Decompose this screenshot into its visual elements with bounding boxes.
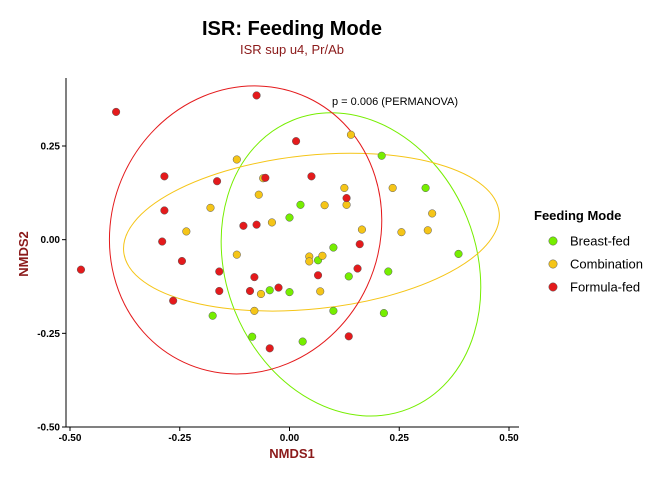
data-point-combination (267, 218, 276, 227)
data-point-combination (346, 130, 356, 139)
x-tick-label: -0.50 (59, 433, 82, 444)
data-point-formula-fed (160, 206, 169, 215)
data-point-breast-fed (344, 272, 353, 281)
data-point-combination (250, 306, 259, 315)
data-point-formula-fed (252, 220, 261, 229)
x-tick-label: 0.50 (499, 433, 519, 444)
data-point-combination (232, 155, 241, 164)
x-tick-label: 0.00 (280, 433, 300, 444)
data-point-formula-fed (313, 271, 323, 280)
data-point-combination (428, 209, 437, 218)
data-point-combination (397, 228, 406, 237)
legend: Breast-fed Combination Formula-fed (548, 234, 643, 295)
data-point-formula-fed (344, 332, 353, 341)
legend-label-breast-fed: Breast-fed (570, 234, 630, 249)
permanova-annotation: p = 0.006 (PERMANOVA) (332, 96, 458, 108)
data-point-combination (320, 201, 329, 210)
data-point-breast-fed (248, 332, 257, 341)
data-point-formula-fed (160, 172, 169, 181)
data-point-combination (340, 183, 349, 193)
legend-label-combination: Combination (570, 257, 643, 272)
data-point-formula-fed (215, 286, 224, 296)
data-point-formula-fed (76, 265, 86, 274)
data-point-breast-fed (329, 306, 338, 315)
legend-key-breast-fed (548, 236, 558, 246)
data-point-breast-fed (298, 337, 307, 346)
data-point-formula-fed (169, 296, 178, 305)
data-point-formula-fed (158, 237, 167, 246)
data-point-breast-fed (384, 267, 393, 276)
data-point-combination (316, 287, 325, 296)
x-tick-label: -0.25 (168, 433, 191, 444)
data-point-formula-fed (265, 344, 274, 353)
chart-subtitle: ISR sup u4, Pr/Ab (240, 42, 344, 57)
x-tick-label: 0.25 (390, 433, 410, 444)
data-point-formula-fed (355, 240, 364, 249)
data-point-breast-fed (208, 311, 217, 320)
legend-key-formula-fed (548, 282, 558, 292)
data-point-combination (388, 183, 397, 193)
data-point-breast-fed (379, 309, 388, 318)
data-point-combination (423, 226, 432, 235)
data-point-breast-fed (296, 200, 305, 209)
y-tick-label: -0.50 (37, 423, 60, 434)
data-point-breast-fed (285, 288, 294, 297)
data-point-formula-fed (353, 264, 362, 273)
data-point-breast-fed (329, 243, 338, 252)
data-point-formula-fed (177, 256, 186, 266)
data-point-formula-fed (307, 172, 316, 181)
legend-key-combination (548, 259, 558, 269)
data-point-breast-fed (285, 213, 294, 222)
legend-label-formula-fed: Formula-fed (570, 280, 640, 295)
data-point-formula-fed (213, 177, 222, 186)
data-point-formula-fed (215, 267, 224, 276)
data-point-breast-fed (377, 151, 386, 160)
data-point-combination (206, 203, 215, 212)
data-point-formula-fed (274, 283, 283, 292)
data-point-formula-fed (261, 173, 270, 182)
data-point-combination (254, 190, 263, 199)
confidence-ellipse-combination (123, 152, 500, 312)
data-point-combination (256, 289, 266, 299)
data-point-combination (342, 200, 351, 209)
data-point-breast-fed (265, 286, 274, 295)
data-point-combination (318, 251, 327, 260)
data-point-formula-fed (250, 273, 259, 282)
chart-title: ISR: Feeding Mode (202, 18, 382, 40)
legend-title: Feeding Mode (534, 208, 621, 223)
data-point-formula-fed (292, 137, 301, 146)
data-point-formula-fed (245, 286, 255, 296)
data-point-combination (182, 227, 191, 236)
confidence-ellipse-breast-fed (220, 112, 482, 417)
y-tick-label: -0.25 (37, 329, 60, 340)
data-point-combination (232, 250, 241, 259)
plot-area: -0.50 -0.25 0.00 0.25 0.50 -0.50 -0.25 0.00 0.25 (37, 78, 519, 444)
y-axis-title: NMDS2 (16, 231, 31, 277)
data-point-formula-fed (342, 194, 351, 203)
data-point-breast-fed (454, 249, 463, 258)
data-point-formula-fed (112, 107, 121, 116)
data-point-formula-fed (239, 221, 248, 230)
y-tick-label: 0.25 (41, 142, 61, 153)
x-axis-title: NMDS1 (269, 446, 315, 461)
confidence-ellipse-formula-fed (108, 85, 383, 375)
data-point-breast-fed (421, 183, 430, 193)
data-point-combination (305, 257, 314, 266)
y-tick-label: 0.00 (41, 235, 61, 246)
data-point-combination (357, 225, 366, 234)
data-point-formula-fed (252, 91, 261, 100)
